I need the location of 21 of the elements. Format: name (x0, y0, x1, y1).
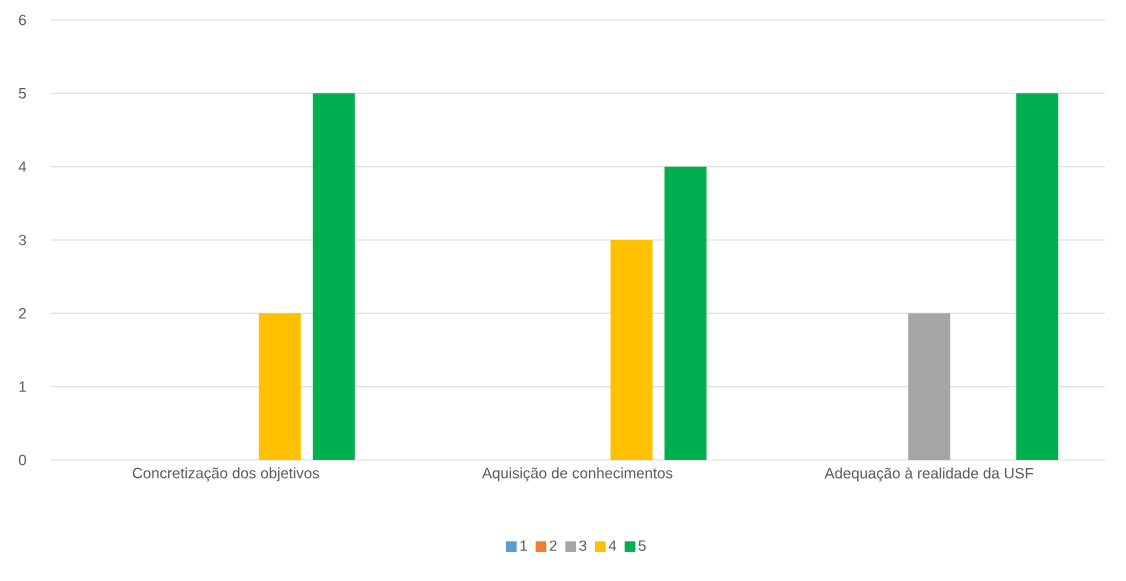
legend-label: 3 (579, 540, 587, 552)
x-tick-label: Concretização dos objetivos (132, 467, 320, 482)
bar (1016, 93, 1059, 460)
y-tick-label: 0 (18, 454, 27, 466)
x-tick-label: Aquisição de conhecimentos (482, 467, 673, 482)
bar (908, 313, 951, 460)
legend-label: 5 (638, 540, 646, 551)
y-tick-label: 3 (18, 234, 26, 246)
legend-label: 2 (549, 540, 557, 551)
bar (258, 313, 301, 460)
y-tick-label: 2 (19, 308, 26, 319)
y-tick-label: 5 (18, 88, 26, 99)
bar (610, 240, 653, 460)
y-tick-label: 6 (19, 14, 26, 26)
y-tick-label: 1 (19, 381, 26, 392)
bar (664, 166, 707, 460)
bar (312, 93, 355, 460)
x-tick-label: Adequação à realidade da USF (824, 467, 1034, 482)
y-tick-label: 4 (18, 161, 27, 172)
legend-label: 4 (608, 540, 617, 551)
legend-label: 1 (520, 540, 527, 551)
